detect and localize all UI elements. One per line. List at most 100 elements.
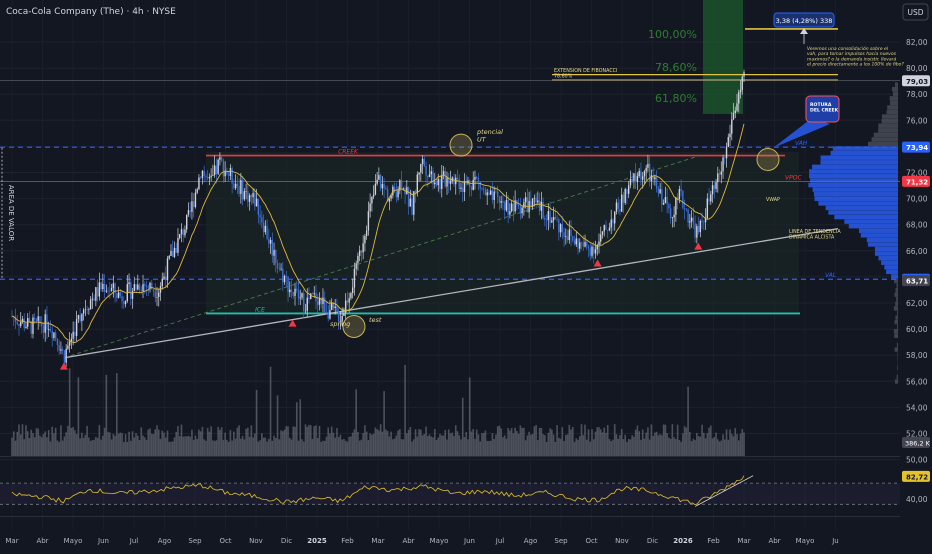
candle-body — [593, 247, 594, 254]
candle-body — [210, 176, 211, 177]
volume-bar — [469, 378, 471, 456]
volume-bar — [582, 435, 584, 456]
volume-bar — [299, 399, 301, 456]
candle-body — [598, 242, 599, 245]
candle-body — [165, 277, 166, 281]
candle-body — [361, 251, 362, 253]
volume-bar — [322, 441, 324, 456]
volume-bar — [726, 429, 728, 456]
candle-body — [469, 180, 470, 187]
profile-bar — [884, 265, 898, 269]
volume-bar — [687, 387, 689, 456]
volume-bar — [221, 427, 223, 456]
candle-body — [445, 171, 446, 186]
volume-bar — [593, 439, 595, 456]
candle-body — [740, 90, 741, 92]
volume-bar — [575, 438, 577, 456]
candle-body — [555, 217, 556, 219]
volume-bar — [118, 434, 120, 456]
volume-bar — [345, 441, 347, 456]
volume-bar — [637, 426, 639, 456]
candle-body — [633, 173, 634, 181]
volume-bar — [76, 434, 78, 456]
candle-body — [219, 157, 220, 160]
time-tick-label: Nov — [615, 537, 629, 545]
volume-bar — [37, 429, 39, 456]
candle-body — [308, 298, 309, 299]
candle-body — [523, 202, 524, 207]
candle-body — [148, 287, 149, 288]
candle-body — [417, 175, 418, 193]
candle-body — [546, 220, 547, 221]
candle-body — [196, 189, 197, 192]
candle-body — [137, 285, 138, 290]
area-valor-label: AREA DE VALOR — [7, 185, 15, 241]
breakout-highlight[interactable] — [757, 148, 779, 170]
volume-bar — [238, 425, 240, 456]
volume-bar — [425, 427, 427, 456]
volume-bar — [247, 428, 249, 456]
volume-bar — [464, 437, 466, 456]
candle-body — [118, 292, 119, 298]
volume-bar — [13, 431, 15, 456]
profile-bar — [875, 247, 898, 251]
candle-body — [48, 329, 49, 330]
candle-body — [336, 306, 337, 311]
profile-bar — [818, 201, 898, 205]
candle-body — [24, 319, 25, 328]
volume-bar — [193, 440, 195, 456]
volume-bar — [481, 433, 483, 456]
candle-body — [314, 293, 315, 294]
volume-bar — [205, 441, 207, 456]
volume-bar — [707, 433, 709, 456]
volume-bar — [373, 434, 375, 456]
volume-bar — [609, 439, 611, 456]
symbol-title: Coca-Cola Company (The) · 4h · NYSE — [6, 7, 176, 17]
profile-bar — [872, 137, 898, 141]
candle-body — [76, 319, 77, 336]
volume-bar — [698, 436, 700, 456]
volume-bar — [294, 427, 296, 456]
volume-badge-label: 386,2 K — [905, 440, 931, 448]
candle-body — [29, 318, 30, 321]
volume-bar — [729, 429, 731, 456]
volume-bar — [270, 367, 272, 456]
volume-bar — [369, 433, 371, 456]
profile-bar — [882, 114, 898, 118]
volume-bar — [177, 426, 179, 456]
volume-bar — [140, 427, 142, 456]
level-label-vah: VAH — [795, 140, 808, 147]
candle-body — [102, 284, 103, 289]
candle-body — [502, 201, 503, 203]
time-tick-label: Ago — [524, 537, 538, 545]
volume-bar — [392, 439, 394, 456]
volume-bar — [142, 436, 144, 456]
candle-body — [259, 215, 260, 217]
candle-body — [724, 158, 725, 159]
volume-bar — [319, 426, 321, 456]
candle-body — [41, 323, 42, 326]
volume-bar — [113, 434, 115, 456]
candle-body — [499, 197, 500, 203]
volume-bar — [100, 440, 102, 456]
candle-body — [55, 333, 56, 339]
candle-body — [583, 243, 584, 247]
volume-bar — [451, 433, 453, 456]
price-tick-label: 54,00 — [906, 403, 928, 412]
candle-body — [177, 238, 178, 253]
ut-highlight[interactable] — [450, 134, 472, 156]
candle-body — [25, 327, 26, 328]
price-badge-label: 73,94 — [906, 144, 928, 152]
volume-bar — [90, 441, 92, 456]
volume-bar — [415, 429, 417, 456]
candle-body — [57, 338, 58, 345]
candle-body — [331, 303, 332, 310]
time-tick-label: Jun — [97, 537, 109, 545]
candle-body — [90, 300, 91, 310]
candle-body — [275, 250, 276, 263]
candle-body — [200, 178, 201, 179]
candle-body — [319, 298, 320, 305]
volume-bar — [88, 437, 90, 456]
volume-bar — [69, 368, 71, 456]
